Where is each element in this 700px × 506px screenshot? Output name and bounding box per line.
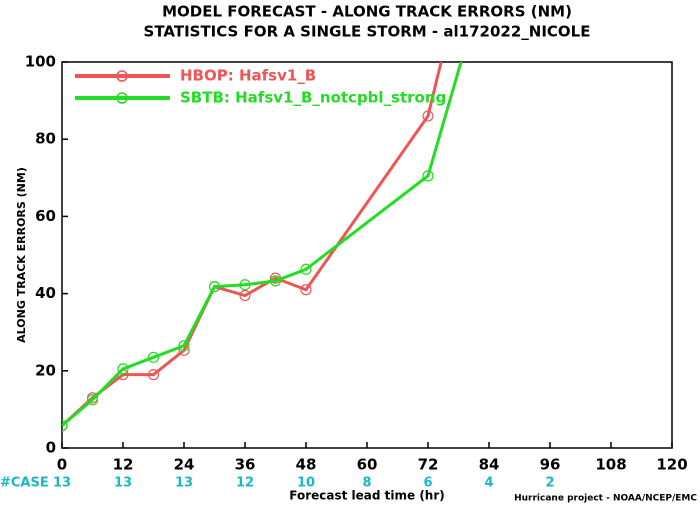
- x-tick-label: 120: [656, 456, 687, 474]
- case-count: 6: [423, 476, 432, 491]
- case-count: 8: [362, 476, 371, 491]
- x-tick-label: 24: [174, 456, 195, 474]
- plot-area: [62, 62, 463, 432]
- x-tick-label: 72: [418, 456, 439, 474]
- x-axis-label: Forecast lead time (hr): [289, 489, 445, 503]
- case-count: 2: [545, 476, 554, 491]
- chart-subtitle: STATISTICS FOR A SINGLE STORM - al172022…: [144, 23, 591, 41]
- plot-frame: [61, 61, 673, 449]
- case-count: 13: [114, 476, 132, 491]
- point-marker: [422, 110, 434, 122]
- legend-label: HBOP: Hafsv1_B: [180, 67, 316, 85]
- x-tick-label: 12: [113, 456, 134, 474]
- legend-label: SBTB: Hafsv1_B_notcpbl_strong: [180, 89, 446, 107]
- point-marker: [300, 284, 312, 296]
- point-marker: [147, 351, 160, 363]
- legend-marker: [116, 70, 128, 82]
- x-tick-label: 84: [479, 456, 500, 474]
- series-line: [62, 62, 463, 427]
- y-tick-label: 20: [35, 361, 56, 379]
- point-marker: [147, 369, 160, 381]
- y-axis-label: ALONG TRACK ERRORS (NM): [15, 167, 28, 343]
- point-marker: [300, 263, 312, 275]
- y-tick-label: 60: [35, 207, 56, 225]
- point-marker: [178, 340, 190, 352]
- y-tick-label: 0: [46, 439, 56, 457]
- point-marker: [86, 394, 99, 406]
- case-count: 10: [297, 476, 315, 491]
- legend-marker: [116, 92, 128, 104]
- case-count: 13: [175, 476, 193, 491]
- chart-title: MODEL FORECAST - ALONG TRACK ERRORS (NM): [162, 3, 572, 21]
- point-marker: [62, 420, 68, 432]
- case-label: #CASE: [0, 476, 49, 491]
- case-count: 4: [484, 476, 493, 491]
- footer: Hurricane project - NOAA/NCEP/EMC: [514, 494, 697, 504]
- x-tick-label: 36: [235, 456, 256, 474]
- point-marker: [422, 170, 434, 182]
- case-count: 13: [53, 476, 71, 491]
- y-tick-label: 40: [35, 284, 56, 302]
- x-tick-label: 60: [357, 456, 378, 474]
- y-tick-label: 80: [35, 130, 56, 148]
- point-marker: [239, 289, 251, 302]
- series-line: [62, 62, 443, 427]
- x-tick-label: 96: [540, 456, 561, 474]
- y-tick-label: 100: [25, 53, 56, 71]
- x-tick-label: 108: [595, 456, 626, 474]
- case-count: 12: [236, 476, 254, 491]
- point-marker: [269, 275, 282, 287]
- x-tick-label: 48: [296, 456, 317, 474]
- point-marker: [117, 363, 129, 375]
- x-tick-label: 0: [57, 456, 67, 474]
- point-marker: [208, 281, 221, 293]
- point-marker: [239, 279, 251, 291]
